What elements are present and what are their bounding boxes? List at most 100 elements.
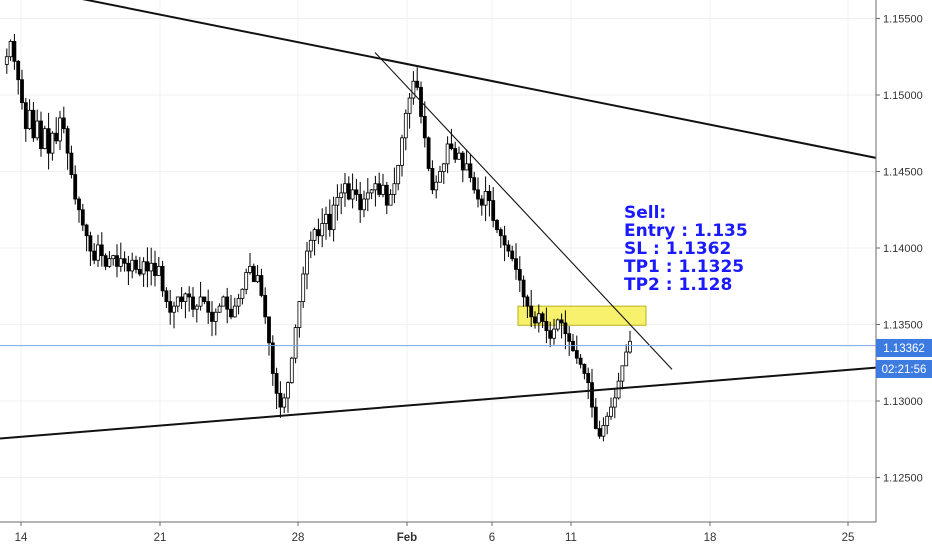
candle-body [559, 319, 564, 324]
candle-body [122, 258, 127, 264]
candle-body [141, 261, 146, 275]
candle-body [23, 102, 28, 130]
upper-trendline[interactable] [0, 0, 877, 159]
candle-body [282, 397, 287, 408]
candle-body [464, 163, 469, 171]
candle-body [251, 265, 256, 283]
current-price-tag: 1.13362 [876, 339, 932, 357]
candle-body [479, 198, 484, 206]
lower-trendline[interactable] [0, 366, 877, 440]
candle-body [240, 288, 245, 299]
candle-body [8, 41, 13, 58]
candle-body [597, 428, 602, 437]
candle-body [80, 209, 85, 226]
candle-body [229, 308, 233, 318]
candle-body [191, 296, 195, 310]
candle-body [54, 132, 59, 142]
candle-body [552, 328, 556, 339]
candle-body [115, 255, 119, 267]
candle-body [373, 183, 378, 191]
note-line-4: TP2 : 1.128 [624, 275, 732, 295]
trendlines[interactable] [0, 0, 877, 440]
x-tick-label: 11 [565, 532, 577, 544]
candle-body [362, 198, 366, 211]
candle-body [586, 373, 591, 384]
candle-body [92, 250, 97, 261]
price-tag-background [876, 339, 932, 357]
candle-body [392, 183, 397, 195]
candle-body [111, 255, 116, 260]
candle-body [487, 190, 492, 201]
candle-body [244, 272, 249, 290]
candle-body [103, 255, 108, 267]
candle-body [517, 269, 522, 281]
candle-body [624, 351, 629, 367]
x-tick-label: 21 [154, 532, 167, 544]
candle-body [381, 184, 385, 195]
trade-note: Sell: Entry : 1.135 SL : 1.1362 TP1 : 1.… [624, 203, 748, 295]
candle-body [582, 363, 587, 374]
candle-body [449, 143, 454, 149]
candle-body [491, 200, 496, 221]
note-line-3: TP1 : 1.1325 [624, 257, 744, 277]
price-axis-background [876, 0, 932, 522]
candle-body [107, 258, 112, 267]
price-tag-label: 1.13362 [883, 343, 925, 355]
candle-body [270, 342, 275, 374]
candle-body [339, 192, 344, 198]
candle-body [628, 340, 632, 353]
candle-body [221, 296, 226, 307]
candle-body [278, 392, 283, 408]
candle-body [39, 120, 43, 149]
candle-body [422, 116, 427, 139]
candle-body [476, 189, 480, 200]
candle-body [396, 164, 401, 185]
y-tick-label: 1.14500 [883, 167, 923, 179]
candle-body [335, 197, 340, 206]
candle-body [61, 117, 66, 130]
x-tick-label: 6 [489, 532, 495, 544]
note-line-2: SL : 1.1362 [624, 239, 731, 259]
candle-body [308, 239, 313, 252]
candle-body [149, 262, 154, 272]
time-axis[interactable]: 14 21 28 Feb 6 11 18 25 [15, 522, 855, 544]
price-axis[interactable]: 1.15500 1.15000 1.14500 1.14000 1.13500 1.130… [876, 14, 923, 485]
candle-body [346, 183, 351, 200]
candle-body [533, 316, 537, 324]
candle-body [468, 163, 473, 179]
candle-body [510, 250, 515, 260]
candle-body [460, 152, 465, 171]
candle-body [267, 316, 271, 344]
candle-body [84, 224, 89, 237]
candle-body [312, 229, 317, 241]
candle-body [156, 265, 161, 276]
candle-body [544, 321, 549, 332]
y-tick-label: 1.15000 [883, 90, 923, 102]
candle-body [198, 296, 203, 307]
candle-body [434, 181, 439, 191]
descending-trendline[interactable] [374, 52, 673, 370]
candle-body [210, 311, 214, 322]
candle-body [88, 235, 93, 252]
candle-body [4, 56, 9, 65]
candle-body [126, 262, 131, 272]
candle-body [574, 350, 579, 359]
candle-body [453, 148, 458, 160]
x-tick-label: Feb [397, 532, 417, 544]
candle-body [164, 290, 169, 302]
candle-body [73, 174, 78, 200]
entry-zone-rectangle[interactable] [517, 305, 647, 326]
note-line-1: Entry : 1.135 [624, 221, 748, 241]
candle-body [50, 132, 55, 154]
candle-body [540, 313, 545, 322]
candle-body [354, 189, 359, 195]
candle-body [620, 365, 625, 382]
countdown-label: 02:21:56 [882, 364, 927, 376]
y-tick-label: 1.13000 [883, 396, 923, 408]
candle-body [20, 79, 24, 104]
candle-body [426, 137, 431, 169]
candle-body [301, 273, 306, 302]
candle-body [457, 152, 461, 160]
candle-body [187, 293, 192, 298]
